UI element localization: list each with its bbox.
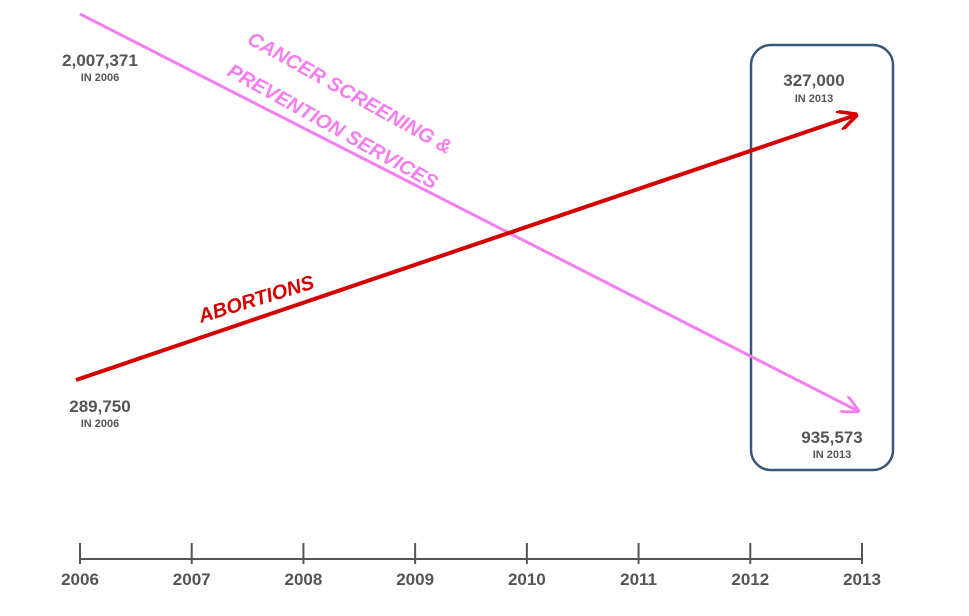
x-tick-label-2007: 2007 <box>173 570 211 589</box>
series-line-abortions <box>75 115 856 382</box>
sub-label-abortions-2006: IN 2006 <box>81 418 120 430</box>
x-tick-label-2009: 2009 <box>396 570 434 589</box>
x-tick-label-2008: 2008 <box>285 570 323 589</box>
value-label-cancer-2006: 2,007,371 <box>62 51 138 70</box>
value-label-abortions-2006: 289,750 <box>69 397 130 416</box>
sub-label-cancer-2013: IN 2013 <box>813 449 852 461</box>
x-tick-label-2012: 2012 <box>731 570 769 589</box>
sub-label-abortions-2013: IN 2013 <box>795 93 834 105</box>
sub-label-cancer-2006: IN 2006 <box>81 72 120 84</box>
value-label-cancer-2013: 935,573 <box>801 428 862 447</box>
x-tick-label-2010: 2010 <box>508 570 546 589</box>
x-axis-ticks: 2006 2007 2008 2009 2010 2011 2012 2013 <box>61 543 881 589</box>
x-tick-label-2011: 2011 <box>620 570 657 589</box>
value-label-abortions-2013: 327,000 <box>783 71 844 90</box>
highlight-box <box>749 43 895 472</box>
series-line-cancer-screening <box>79 12 858 411</box>
x-tick-label-2013: 2013 <box>843 570 881 589</box>
x-tick-label-2006: 2006 <box>61 570 99 589</box>
